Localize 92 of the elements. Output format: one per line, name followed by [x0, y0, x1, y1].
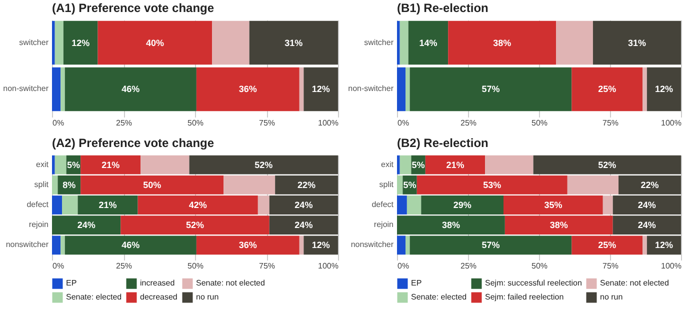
data-label: 21% [446, 160, 464, 170]
legend-label: no run [196, 292, 219, 302]
data-label: 14% [419, 38, 438, 48]
chart-title: (A2) Preference vote change [52, 136, 214, 150]
data-label: 12% [654, 240, 673, 250]
x-tick-label: 50% [187, 262, 204, 270]
data-label: 24% [638, 220, 656, 230]
data-label: 31% [284, 38, 303, 48]
legend-label: no run [600, 292, 623, 302]
x-tick-label: 100% [318, 118, 338, 128]
data-label: 36% [238, 84, 257, 94]
data-label: 53% [483, 180, 502, 190]
data-label: 57% [482, 240, 500, 250]
legend-label: Senate: elected [411, 292, 467, 302]
legend-label: Sejm: successful reelection [485, 278, 582, 288]
data-label: 52% [186, 220, 204, 230]
x-tick-label: 25% [116, 262, 132, 270]
data-label: 24% [294, 200, 313, 210]
x-tick-label: 50% [531, 262, 548, 270]
x-tick-label: 25% [460, 118, 477, 128]
x-tick-label: 100% [318, 262, 338, 270]
y-tick-label: non-switcher [348, 84, 394, 94]
legend-label: Sejm: failed reelection [485, 292, 564, 302]
data-label: 29% [453, 200, 472, 210]
y-tick-label: defect [26, 200, 50, 209]
data-label: 24% [638, 200, 656, 210]
data-label: 38% [493, 38, 512, 48]
x-tick-label: 25% [460, 262, 477, 270]
data-label: 38% [550, 220, 568, 230]
y-tick-label: defect [372, 200, 394, 209]
x-tick-label: 25% [116, 118, 132, 128]
legend-label: decreased [140, 292, 178, 302]
x-tick-label: 75% [602, 262, 619, 270]
data-label: 24% [77, 220, 96, 230]
legend-label: Senate: elected [66, 292, 122, 302]
data-label: 25% [598, 84, 616, 94]
x-tick-label: 0% [52, 262, 64, 270]
data-label: 12% [654, 84, 673, 94]
data-label: 42% [188, 200, 207, 210]
y-tick-label: rejoin [374, 220, 394, 230]
legend-label: Senate: not elected [600, 278, 669, 288]
y-tick-label: split [379, 180, 394, 189]
data-label: 40% [146, 38, 164, 48]
data-label: 52% [254, 160, 273, 170]
y-tick-label: switcher [19, 38, 49, 47]
data-label: 24% [294, 220, 313, 230]
legend-label: Senate: not elected [196, 278, 265, 288]
data-label: 50% [143, 180, 162, 190]
data-label: 38% [442, 220, 460, 230]
data-label: 52% [598, 160, 616, 170]
data-label: 35% [544, 200, 562, 210]
data-label: 12% [72, 38, 90, 48]
x-tick-label: 50% [187, 118, 204, 128]
data-label: 12% [312, 240, 330, 250]
data-label: 22% [298, 180, 316, 190]
x-tick-label: 100% [661, 118, 682, 128]
legend-label: EP [411, 278, 422, 288]
x-tick-label: 75% [258, 262, 276, 270]
data-label: 5% [412, 160, 425, 170]
x-tick-label: 75% [258, 118, 276, 128]
x-tick-label: 50% [531, 118, 548, 128]
data-label: 5% [403, 180, 416, 190]
data-label: 5% [66, 160, 80, 170]
data-label: 8% [62, 180, 76, 190]
x-tick-label: 100% [661, 262, 682, 270]
chart-title: (A1) Preference vote change [52, 1, 214, 15]
chart-title: (B2) Re-election [397, 136, 488, 150]
y-tick-label: rejoin [28, 220, 48, 230]
data-label: 46% [122, 84, 140, 94]
x-tick-label: 0% [398, 118, 410, 128]
y-tick-label: split [34, 180, 50, 189]
data-label: 21% [98, 200, 117, 210]
data-label: 22% [640, 180, 659, 190]
chart-title: (B1) Re-election [397, 1, 488, 15]
x-tick-label: 75% [602, 118, 619, 128]
data-label: 57% [482, 84, 500, 94]
data-label: 36% [238, 240, 257, 250]
data-label: 12% [312, 84, 330, 94]
y-tick-label: non-switcher [3, 84, 49, 94]
x-tick-label: 0% [52, 118, 64, 128]
x-tick-label: 0% [398, 262, 410, 270]
y-tick-label: switcher [364, 38, 394, 47]
y-tick-label: exit [36, 160, 50, 169]
data-label: 46% [122, 240, 140, 250]
legend-label: EP [66, 278, 77, 288]
y-tick-label: nonswitcher [6, 240, 49, 250]
y-tick-label: nonswitcher [350, 240, 394, 250]
y-tick-label: exit [381, 160, 394, 169]
data-label: 25% [598, 240, 616, 250]
data-label: 21% [102, 160, 120, 170]
data-label: 31% [628, 38, 646, 48]
legend-label: increased [140, 278, 175, 288]
